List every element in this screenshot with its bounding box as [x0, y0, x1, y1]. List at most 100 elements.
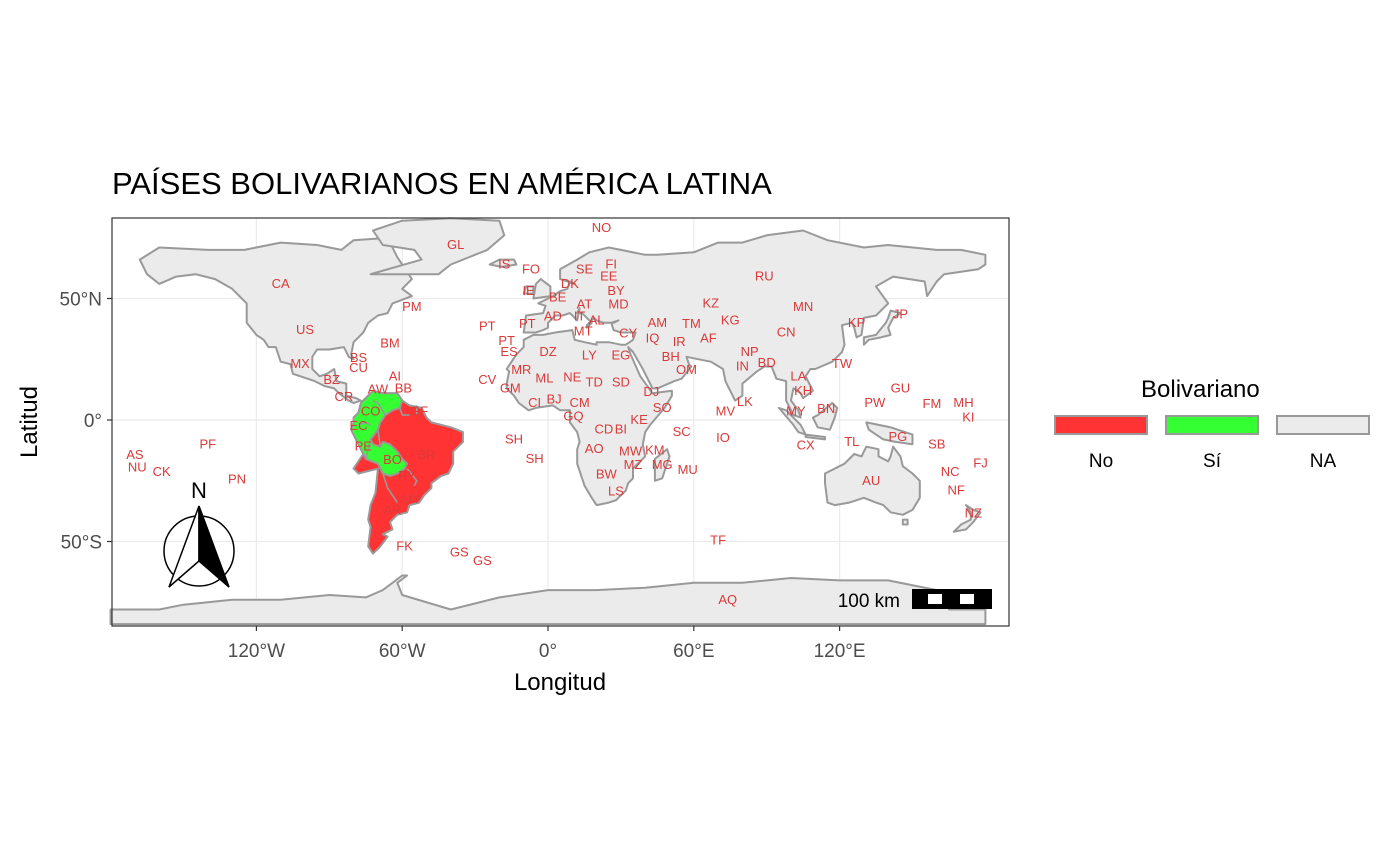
country-code-label: CX — [797, 438, 815, 453]
country-code-label: LS — [608, 484, 624, 499]
legend-label: No — [1089, 451, 1113, 472]
country-code-label: BS — [350, 350, 368, 365]
country-code-label: NO — [592, 220, 612, 235]
country-code-label: PT — [479, 318, 496, 333]
country-code-label: DK — [561, 276, 579, 291]
country-code-label: SC — [673, 424, 691, 439]
country-code-label: NF — [948, 483, 965, 498]
country-code-label: TM — [682, 316, 701, 331]
country-code-label: BB — [395, 380, 412, 395]
country-code-label: BI — [615, 422, 627, 437]
x-tick-label: 120°E — [814, 641, 866, 662]
country-code-label: SB — [928, 436, 945, 451]
country-code-label: MX — [290, 356, 310, 371]
country-code-label: FK — [396, 538, 413, 553]
country-border — [358, 421, 371, 426]
country-code-label: ML — [535, 371, 553, 386]
country-code-label: EE — [600, 269, 618, 284]
country-code-label: CO — [361, 404, 381, 419]
country-code-label: AM — [648, 315, 668, 330]
country-code-label: KG — [721, 312, 740, 327]
country-code-label: CI — [528, 395, 541, 410]
country-code-label: KH — [794, 383, 812, 398]
country-code-label: KE — [630, 412, 648, 427]
country-code-label: PM — [402, 299, 422, 314]
country-code-label: FM — [923, 396, 942, 411]
country-code-label: PT — [498, 333, 515, 348]
country-code-label: ES — [500, 344, 518, 359]
britain-land — [532, 278, 552, 300]
country-code-label: BH — [662, 349, 680, 364]
greenland-land — [369, 217, 506, 276]
country-code-label: JP — [893, 306, 908, 321]
country-border — [372, 399, 386, 416]
country-code-label: CN — [777, 325, 796, 340]
country-code-label: KZ — [702, 295, 719, 310]
country-code-label: CR — [335, 389, 354, 404]
country-code-label: NE — [563, 370, 581, 385]
panel-border — [111, 217, 1010, 627]
legend-label: Sí — [1203, 451, 1222, 472]
country-code-label: BO — [383, 452, 402, 467]
country-border — [377, 429, 382, 447]
country-border — [399, 407, 410, 416]
country-code-label: DJ — [643, 384, 659, 399]
country-code-label: CY — [619, 326, 637, 341]
country-code-label: AU — [862, 473, 880, 488]
country-code-label: IO — [716, 430, 730, 445]
country-code-label: BJ — [547, 391, 562, 406]
country-code-label: KP — [848, 315, 865, 330]
country-code-label: MH — [953, 395, 973, 410]
iceland-land — [488, 258, 518, 268]
x-tick-label: 60°W — [379, 641, 426, 662]
country-code-label: TF — [710, 532, 726, 547]
country-code-label: AS — [126, 447, 144, 462]
country-code-label: IS — [498, 257, 511, 272]
x-tick-label: 120°W — [228, 641, 285, 662]
country-code-label: EG — [612, 348, 631, 363]
country-code-label: KM — [645, 442, 665, 457]
country-code-label: BM — [380, 336, 400, 351]
country-code-label: GL — [447, 237, 464, 252]
country-code-label: SE — [576, 261, 594, 276]
country-code-label: PY — [398, 468, 416, 483]
country-code-label: GS — [450, 544, 469, 559]
country-border — [365, 439, 372, 460]
country-code-label: PT — [519, 316, 536, 331]
country-code-label: LA — [790, 368, 806, 383]
australia-land — [824, 445, 921, 516]
scale-bar-frame — [912, 589, 992, 609]
y-tick-label: 50°N — [60, 290, 102, 311]
country-code-label: CA — [272, 276, 290, 291]
land-layer — [109, 217, 987, 626]
country-code-label: PW — [864, 395, 886, 410]
country-code-label: CM — [569, 395, 589, 410]
country-code-label: IQ — [646, 331, 660, 346]
country-code-label: LK — [737, 394, 753, 409]
y-tick-label: 50°S — [61, 533, 102, 554]
country-code-label: MT — [574, 323, 593, 338]
country-code-label: UY — [403, 491, 421, 506]
country-code-label: MW — [619, 444, 643, 459]
country-code-label: FI — [605, 257, 617, 272]
country-code-label: NP — [741, 344, 759, 359]
country-code-label: PE — [355, 439, 373, 454]
country-code-label: BR — [417, 447, 435, 462]
country-code-label: BD — [758, 355, 776, 370]
country-code-label: DZ — [539, 344, 556, 359]
java-land — [804, 433, 826, 441]
map-title: PAÍSES BOLIVARIANOS EN AMÉRICA LATINA — [112, 166, 772, 201]
country-code-label: AL — [589, 312, 605, 327]
scale-bar: 100 km — [838, 589, 992, 612]
country-code-label: AW — [368, 382, 389, 397]
x-axis: 120°W 60°W 0° 60°E 120°E — [228, 626, 866, 662]
country-code-label: GS — [473, 553, 492, 568]
new-guinea-land — [865, 421, 914, 446]
country-code-label: EC — [349, 418, 367, 433]
north-arrow: N — [163, 478, 235, 588]
country-code-label: PF — [199, 436, 216, 451]
country-code-label: MN — [793, 299, 813, 314]
